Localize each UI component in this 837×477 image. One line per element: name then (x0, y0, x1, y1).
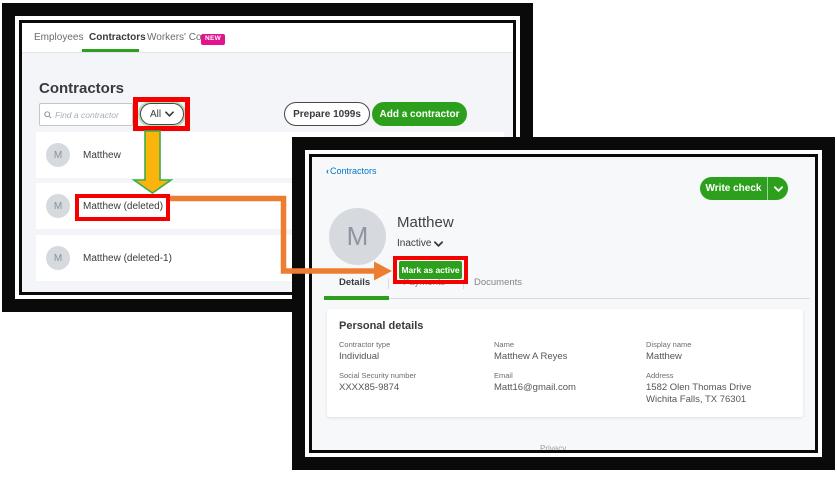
button-divider (767, 177, 768, 200)
search-icon (44, 110, 52, 119)
tab-documents[interactable]: Documents (474, 277, 523, 288)
chevron-down-icon (165, 111, 174, 117)
search-input[interactable] (55, 109, 128, 120)
status-dropdown[interactable]: Inactive (397, 238, 444, 249)
contractor-name: Matthew (deleted) (83, 200, 164, 212)
contractor-avatar: M (329, 208, 386, 265)
tab-employees[interactable]: Employees (34, 32, 84, 43)
personal-details-title: Personal details (339, 320, 424, 332)
contractor-display-name: Matthew (397, 214, 454, 231)
field-email: Email Matt16@gmail.com (494, 371, 576, 393)
personal-details-card: Personal details Contractor type Individ… (327, 309, 803, 417)
tab-workers-comp[interactable]: Workers' Comp (147, 32, 216, 43)
tab-contractors[interactable]: Contractors (89, 32, 146, 43)
mark-as-active-button[interactable]: Mark as active (399, 261, 462, 279)
add-contractor-button[interactable]: Add a contractor (372, 102, 467, 126)
chevron-down-icon (434, 240, 444, 247)
active-tab-underline (324, 296, 389, 300)
field-address: Address 1582 Olen Thomas Drive Wichita F… (646, 371, 752, 405)
avatar: M (46, 143, 70, 167)
write-check-button[interactable]: Write check (700, 177, 788, 200)
privacy-link-partial[interactable]: Privacy (540, 444, 567, 453)
status-value: Inactive (397, 238, 432, 249)
write-check-label: Write check (705, 183, 762, 194)
field-ssn: Social Security number XXXX85-9874 (339, 371, 417, 393)
tabs-divider (324, 298, 810, 299)
active-tab-underline (82, 49, 139, 52)
tab-details[interactable]: Details (339, 277, 371, 288)
new-badge: NEW (201, 34, 226, 45)
field-name: Name Matthew A Reyes (494, 340, 568, 362)
contractor-name: Matthew (83, 149, 121, 161)
field-contractor-type: Contractor type Individual (339, 340, 391, 362)
prepare-1099s-button[interactable]: Prepare 1099s (284, 102, 370, 126)
status-filter-value: All (149, 108, 162, 120)
contractor-name: Matthew (deleted-1) (83, 252, 172, 264)
page-title: Contractors (39, 80, 125, 97)
back-to-contractors-link[interactable]: ‹Contractors (326, 166, 377, 176)
status-filter-dropdown[interactable]: All (140, 103, 184, 125)
chevron-down-icon[interactable] (768, 185, 788, 192)
tab-separator (463, 278, 464, 289)
top-tab-bar: Employees Contractors Workers' Comp NEW (22, 23, 513, 53)
contractor-detail-window: ‹Contractors Write check M Matthew Inact… (292, 137, 835, 470)
avatar: M (46, 194, 70, 218)
tab-separator (388, 278, 389, 289)
chevron-left-icon: ‹ (326, 166, 329, 176)
avatar: M (46, 246, 70, 270)
field-display-name: Display name Matthew (646, 340, 692, 362)
contractor-search (39, 103, 133, 126)
